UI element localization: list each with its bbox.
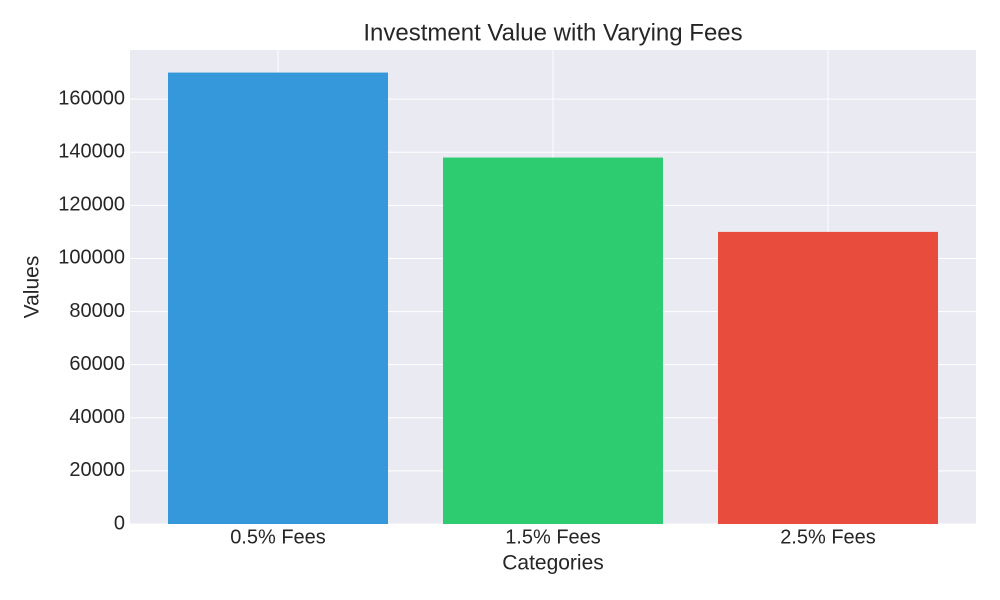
bar bbox=[443, 157, 663, 525]
y-tick-label: 100000 bbox=[58, 247, 125, 269]
x-tick-label: 2.5% Fees bbox=[780, 526, 876, 548]
y-tick-label: 120000 bbox=[58, 194, 125, 216]
x-tick-label: 1.5% Fees bbox=[505, 526, 601, 548]
chart-title: Investment Value with Varying Fees bbox=[363, 19, 742, 46]
bar bbox=[718, 231, 938, 524]
y-tick-label: 140000 bbox=[58, 141, 125, 163]
y-tick-label: 0 bbox=[114, 512, 125, 534]
bar bbox=[168, 72, 388, 525]
y-tick-label: 40000 bbox=[69, 406, 125, 428]
y-tick-label: 80000 bbox=[69, 300, 125, 322]
y-tick-label: 160000 bbox=[58, 87, 125, 109]
y-tick-label: 60000 bbox=[69, 353, 125, 375]
y-axis-label: Values bbox=[21, 256, 44, 319]
x-tick-label: 0.5% Fees bbox=[230, 526, 326, 548]
y-tick-label: 20000 bbox=[69, 459, 125, 481]
x-axis-label: Categories bbox=[502, 552, 604, 575]
